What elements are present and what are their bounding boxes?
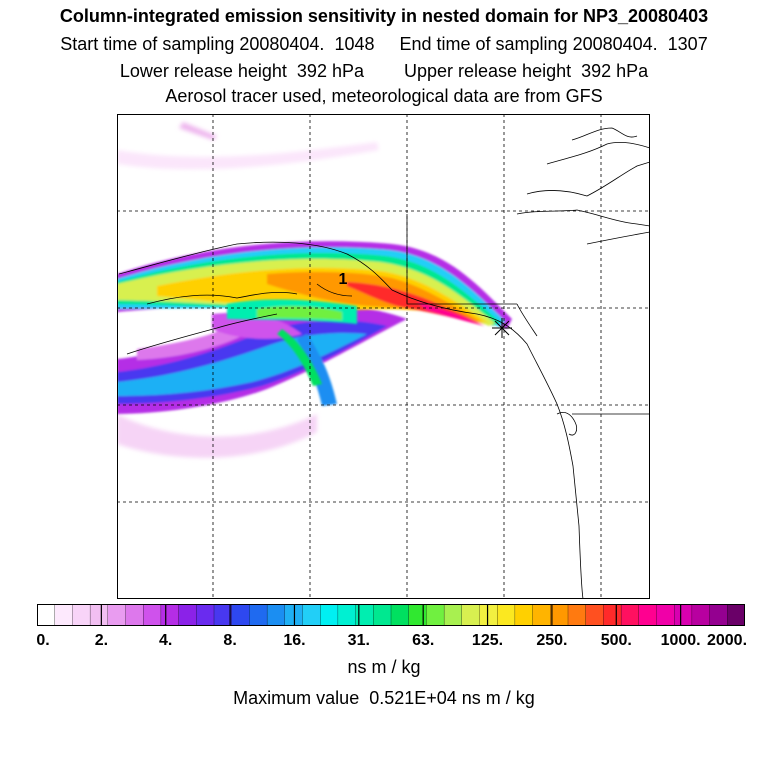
- colorbar-cell: [461, 604, 480, 626]
- colorbar-cell: [125, 604, 144, 626]
- colorbar-cell: [320, 604, 339, 626]
- colorbar-cell: [178, 604, 197, 626]
- sensitivity-map: 1: [117, 114, 650, 599]
- coastlines: [118, 127, 650, 599]
- colorbar-cell: [143, 604, 162, 626]
- colorbar-cell: [72, 604, 91, 626]
- colorbar-tick-label: 2.: [94, 632, 109, 649]
- colorbar-cell: [550, 604, 569, 626]
- colorbar-tick-label: 1000.: [660, 632, 701, 649]
- colorbar-cell: [479, 604, 498, 626]
- colorbar-cell: [426, 604, 445, 626]
- colorbar-tick-label: 500.: [600, 632, 632, 649]
- colorbar-cell: [656, 604, 675, 626]
- colorbar-cell: [443, 604, 463, 626]
- colorbar-tick-label: 31.: [347, 632, 370, 649]
- colorbar-cell: [620, 604, 640, 626]
- colorbar-cell: [89, 604, 109, 626]
- colorbar-cell: [284, 604, 303, 626]
- colorbar-cell: [249, 604, 268, 626]
- colorbar-cell: [302, 604, 321, 626]
- colorbar-tick-label: 125.: [471, 632, 504, 649]
- figure-title: Column-integrated emission sensitivity i…: [59, 6, 709, 26]
- maximum-value-text: Maximum value 0.521E+04 ns m / kg: [233, 688, 535, 708]
- colorbar-cell: [532, 604, 551, 626]
- receptor-star-icon: [492, 318, 512, 338]
- colorbar-cell: [160, 604, 180, 626]
- colorbar-cell: [497, 604, 516, 626]
- colorbar-cell: [54, 604, 73, 626]
- colorbar-tick-label: 250.: [536, 632, 568, 649]
- colorbar-cell: [691, 604, 711, 626]
- colorbar-cell: [337, 604, 357, 626]
- tracer-info-row: Aerosol tracer used, meteorological data…: [165, 86, 603, 106]
- colorbar-cell: [373, 604, 392, 626]
- colorbar-cell: [213, 604, 233, 626]
- colorbar-frame: [37, 604, 745, 626]
- colorbar-cell: [408, 604, 427, 626]
- colorbar-cell: [231, 604, 250, 626]
- colorbar-cell: [514, 604, 534, 626]
- colorbar-cell: [107, 604, 126, 626]
- map-frame: [117, 114, 650, 599]
- colorbar-cell: [709, 604, 728, 626]
- plume-haze: [117, 122, 379, 458]
- release-point-label: 1: [339, 271, 348, 288]
- sampling-time-row: Start time of sampling 20080404. 1048 En…: [60, 34, 708, 54]
- colorbar-tick-label: 8.: [223, 632, 237, 649]
- colorbar-cell: [603, 604, 622, 626]
- plume-lower: [117, 305, 407, 414]
- colorbar-cell: [585, 604, 604, 626]
- colorbar-tick-label: 63.: [412, 632, 435, 649]
- colorbar-major-ticks: [100, 604, 682, 626]
- colorbar-cell: [638, 604, 657, 626]
- colorbar-tick-label: 16.: [283, 632, 306, 649]
- colorbar-cell: [196, 604, 215, 626]
- colorbar-cell: [37, 604, 56, 626]
- colorbar-cell: [674, 604, 693, 626]
- plume-main: [117, 241, 512, 329]
- colorbar-cell: [727, 604, 745, 626]
- colorbar-cells: [37, 604, 745, 626]
- map-grid: [117, 114, 650, 599]
- colorbar-tick-label: 2000.: [706, 632, 748, 649]
- colorbar-units: ns m / kg: [347, 657, 421, 677]
- colorbar-cell: [567, 604, 587, 626]
- release-height-row: Lower release height 392 hPa Upper relea…: [119, 61, 649, 81]
- colorbar-cell: [390, 604, 410, 626]
- colorbar: [37, 604, 745, 626]
- colorbar-tick-label: 0.: [36, 632, 50, 649]
- colorbar-tick-label: 4.: [159, 632, 173, 649]
- colorbar-cell: [266, 604, 286, 626]
